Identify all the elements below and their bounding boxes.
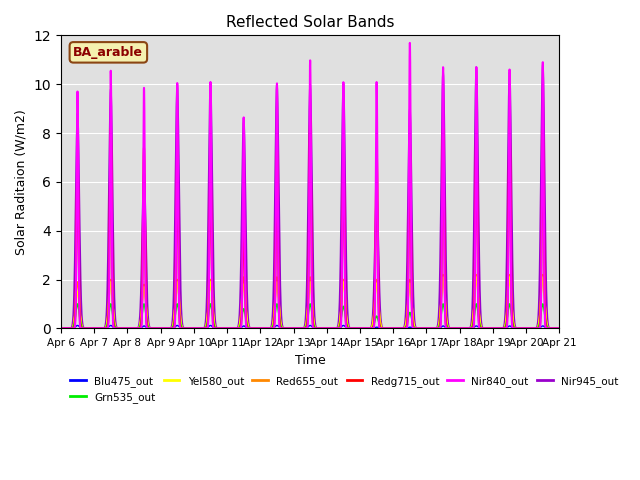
Redg715_out [394,325,402,331]
Red655_out [539,272,547,277]
Nir945_out [394,325,402,331]
Blu475_out [450,325,458,331]
Grn535_out [555,325,563,331]
Grn535_out [57,325,65,331]
Text: BA_arable: BA_arable [74,46,143,59]
Red655_out [147,325,154,331]
Redg715_out [307,116,314,121]
Redg715_out [147,325,154,331]
Line: Nir840_out: Nir840_out [61,43,559,328]
Blu475_out [74,323,81,328]
Y-axis label: Solar Raditaion (W/m2): Solar Raditaion (W/m2) [15,109,28,255]
Grn535_out [291,325,299,331]
Redg715_out [57,325,65,331]
Line: Blu475_out: Blu475_out [61,325,559,328]
Line: Yel580_out: Yel580_out [61,277,559,328]
Red655_out [556,325,563,331]
Red655_out [422,325,429,331]
Red655_out [394,325,402,331]
Nir945_out [555,325,563,331]
Redg715_out [291,325,299,331]
Blu475_out [291,325,299,331]
Yel580_out [539,274,547,280]
Nir945_out [147,325,154,331]
Nir840_out [394,325,402,331]
Redg715_out [555,325,563,331]
Nir945_out [291,325,299,331]
Red655_out [291,325,299,331]
Grn535_out [556,325,563,331]
Grn535_out [394,325,402,331]
Nir945_out [57,325,65,331]
Yel580_out [394,325,402,331]
Redg715_out [556,325,563,331]
Nir840_out [450,325,458,331]
Blu475_out [556,325,563,331]
Blu475_out [57,325,65,331]
Nir840_out [406,40,413,46]
Nir840_out [291,325,299,331]
Yel580_out [555,325,563,331]
Legend: Blu475_out, Grn535_out, Yel580_out, Red655_out, Redg715_out, Nir840_out, Nir945_: Blu475_out, Grn535_out, Yel580_out, Red6… [66,372,623,407]
Line: Redg715_out: Redg715_out [61,119,559,328]
Yel580_out [57,325,65,331]
Nir945_out [556,325,563,331]
Red655_out [555,325,563,331]
Line: Red655_out: Red655_out [61,275,559,328]
Nir945_out [422,325,429,331]
Redg715_out [422,325,429,331]
Red655_out [57,325,65,331]
Nir840_out [57,325,65,331]
Line: Nir945_out: Nir945_out [61,65,559,328]
Blu475_out [394,325,402,331]
Grn535_out [422,325,429,331]
Nir840_out [556,325,563,331]
Line: Grn535_out: Grn535_out [61,304,559,328]
Yel580_out [556,325,563,331]
Title: Reflected Solar Bands: Reflected Solar Bands [226,15,394,30]
Nir840_out [555,325,563,331]
Grn535_out [74,301,81,307]
X-axis label: Time: Time [295,354,326,367]
Nir840_out [422,325,429,331]
Grn535_out [450,325,458,331]
Redg715_out [450,325,458,331]
Yel580_out [422,325,429,331]
Blu475_out [422,325,429,331]
Blu475_out [555,325,563,331]
Yel580_out [291,325,299,331]
Nir945_out [450,325,458,331]
Nir840_out [147,325,154,331]
Nir945_out [539,62,547,68]
Grn535_out [147,325,154,331]
Blu475_out [147,325,154,331]
Yel580_out [147,325,154,331]
Red655_out [450,325,458,331]
Yel580_out [450,325,458,331]
